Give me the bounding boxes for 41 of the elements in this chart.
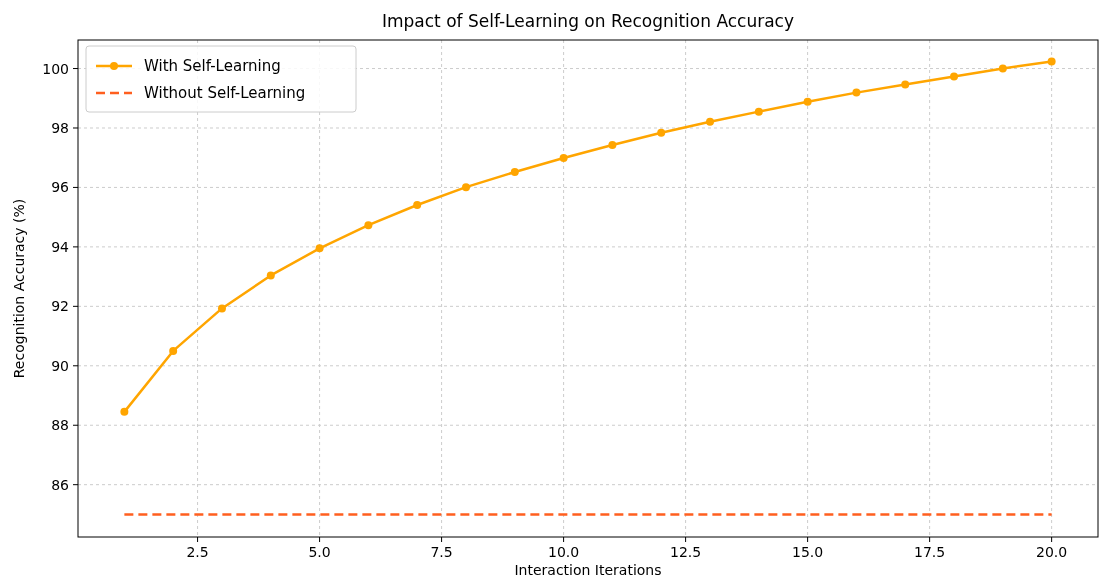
y-tick-label: 90 [51, 357, 69, 374]
x-tick-label: 5.0 [308, 544, 331, 560]
point [998, 64, 1007, 73]
point [461, 183, 470, 192]
point [169, 346, 178, 355]
point [803, 97, 812, 106]
x-tick-label: 2.5 [186, 544, 209, 560]
x-tick-label: 12.5 [670, 544, 702, 560]
point [901, 80, 910, 89]
x-tick-label: 15.0 [792, 544, 824, 560]
y-tick-label: 88 [51, 417, 69, 434]
y-tick-label: 100 [42, 60, 69, 77]
point [706, 117, 715, 126]
y-tick-label: 94 [51, 238, 70, 255]
point [510, 167, 519, 176]
point [315, 244, 324, 253]
y-tick-label: 96 [51, 179, 70, 196]
point [1047, 57, 1056, 66]
point [120, 407, 129, 416]
x-tick-label: 10.0 [548, 544, 580, 560]
y-tick-label: 92 [51, 298, 69, 315]
point [657, 128, 666, 137]
legend-label: With Self-Learning [144, 57, 281, 75]
y-axis-title: Recognition Accuracy (%) [11, 198, 27, 379]
point [364, 221, 373, 230]
x-axis-title: Interaction Iterations [514, 562, 662, 578]
point [266, 271, 275, 280]
y-tick-label: 98 [51, 119, 69, 136]
x-tick-label: 20.0 [1036, 544, 1068, 560]
point [950, 72, 959, 81]
point [754, 107, 763, 116]
point [413, 200, 422, 209]
x-tick-label: 7.5 [430, 544, 453, 560]
x-tick-label: 17.5 [914, 544, 946, 560]
chart-title: Impact of Self-Learning on Recognition Accuracy [381, 11, 795, 31]
legend-label: Without Self-Learning [144, 84, 306, 102]
y-tick-label: 86 [51, 476, 70, 493]
point [852, 88, 861, 97]
point [608, 140, 617, 149]
point [217, 304, 226, 313]
point [559, 154, 568, 163]
